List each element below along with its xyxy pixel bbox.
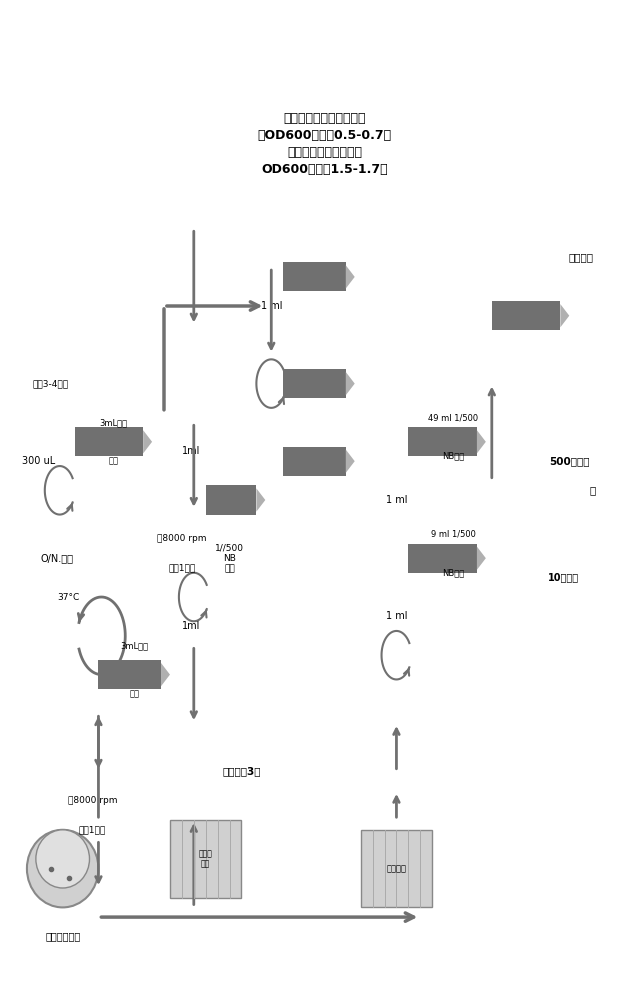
Text: 9 ml 1/500: 9 ml 1/500 <box>431 530 476 539</box>
Text: 以8000 rpm: 以8000 rpm <box>157 534 207 543</box>
Text: 离心1分钟: 离心1分钟 <box>79 825 106 834</box>
Text: 培养3-4小时: 培养3-4小时 <box>33 379 69 388</box>
Polygon shape <box>143 430 152 453</box>
Text: 清洗细菌3次: 清洗细菌3次 <box>222 767 261 777</box>
Polygon shape <box>492 301 560 330</box>
Text: 49 ml 1/500: 49 ml 1/500 <box>428 413 478 422</box>
Text: 1//500
NB
溶液: 1//500 NB 溶液 <box>215 543 244 573</box>
Text: NB溶液: NB溶液 <box>442 568 464 577</box>
Polygon shape <box>408 427 477 456</box>
Ellipse shape <box>36 830 90 888</box>
Polygon shape <box>98 660 161 689</box>
Polygon shape <box>346 265 355 289</box>
Text: 肉汤: 肉汤 <box>129 689 139 698</box>
Polygon shape <box>170 820 242 898</box>
Text: 离心1分钟: 离心1分钟 <box>168 563 195 572</box>
Text: 37°C: 37°C <box>58 592 80 601</box>
Text: 收获细菌（对于大肠杆菌
将OD600调节到0.5-0.7，
对于金黄色葡萄球菌将
OD600调节到1.5-1.7）: 收获细菌（对于大肠杆菌 将OD600调节到0.5-0.7， 对于金黄色葡萄球菌将… <box>258 112 392 176</box>
Polygon shape <box>283 447 346 476</box>
Text: 1 ml: 1 ml <box>260 301 282 311</box>
Text: 挑出单个菌落: 挑出单个菌落 <box>45 932 80 942</box>
Text: 液: 液 <box>590 485 596 495</box>
Polygon shape <box>257 488 265 512</box>
Polygon shape <box>283 262 346 291</box>
Text: 肉汤: 肉汤 <box>108 456 118 465</box>
Text: 1 ml: 1 ml <box>386 495 407 505</box>
Text: 500倍稀释: 500倍稀释 <box>549 456 590 466</box>
Text: 10倍稀释: 10倍稀释 <box>548 573 579 583</box>
Polygon shape <box>477 430 486 453</box>
Polygon shape <box>346 450 355 473</box>
Text: 旋涡混
匀器: 旋涡混 匀器 <box>199 849 213 869</box>
Polygon shape <box>161 663 170 686</box>
Text: 以8000 rpm: 以8000 rpm <box>68 796 117 805</box>
Text: 1 ml: 1 ml <box>386 611 407 621</box>
Polygon shape <box>74 427 143 456</box>
Polygon shape <box>560 304 569 327</box>
Text: 细菌悬浮: 细菌悬浮 <box>568 252 593 262</box>
Polygon shape <box>283 369 346 398</box>
Polygon shape <box>477 547 486 570</box>
Text: NB溶液: NB溶液 <box>442 452 464 460</box>
Polygon shape <box>206 485 257 515</box>
Text: 3mL营养: 3mL营养 <box>120 641 148 650</box>
Polygon shape <box>408 544 477 573</box>
Ellipse shape <box>27 830 98 907</box>
Polygon shape <box>346 372 355 395</box>
Text: 1ml: 1ml <box>182 621 200 631</box>
Text: 重新悬浮: 重新悬浮 <box>386 864 406 873</box>
Polygon shape <box>361 830 432 907</box>
Text: O/N.培养: O/N.培养 <box>40 553 73 563</box>
Text: 3mL营养: 3mL营养 <box>100 418 128 427</box>
Text: 1ml: 1ml <box>182 446 200 456</box>
Text: 300 uL: 300 uL <box>22 456 56 466</box>
